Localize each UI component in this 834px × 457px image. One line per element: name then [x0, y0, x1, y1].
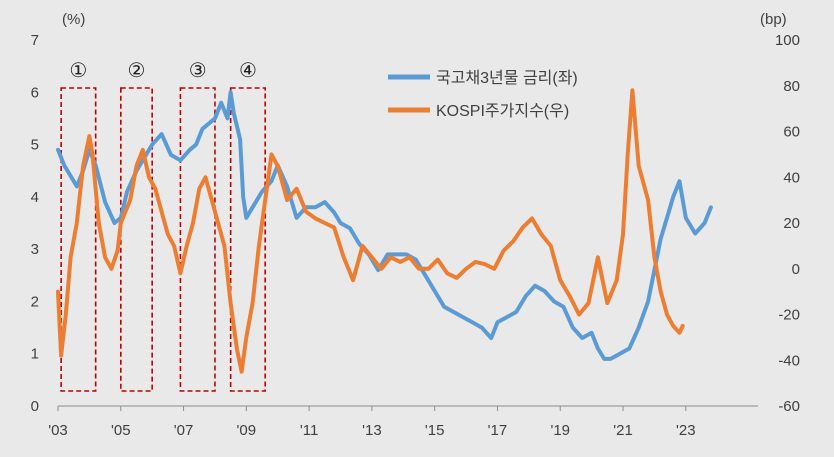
x-tick-label: '23	[676, 422, 696, 439]
annotation-box	[60, 87, 97, 392]
right-y-tick-label: -20	[778, 307, 800, 324]
series-line-rate	[56, 90, 713, 361]
legend: 국고채3년물 금리(좌) KOSPI주가지수(우)	[388, 69, 578, 120]
x-tick-label: '03	[48, 422, 68, 439]
left-y-tick-label: 6	[31, 84, 39, 101]
right-y-tick-label: 40	[783, 169, 800, 186]
x-tick-label: '05	[111, 422, 131, 439]
annotation-boxes: ① ② ③ ④	[60, 58, 266, 392]
left-y-tick-label: 2	[31, 293, 39, 310]
x-tick-label: '07	[174, 422, 194, 439]
axes-group: '03 '05 '07 '09 '11 '13 '15 '17 '19 '21 '23 0 1 2 3 4 5 6…	[31, 32, 800, 439]
x-tick-label: '21	[613, 422, 633, 439]
x-tick-label: '17	[488, 422, 508, 439]
right-y-tick-label: 0	[792, 261, 800, 278]
x-tick-label: '13	[362, 422, 382, 439]
series-line-kospi	[56, 88, 685, 374]
left-axis-unit: (%)	[62, 11, 85, 28]
right-y-tick-label: -40	[778, 352, 800, 369]
annotation-box	[229, 87, 266, 392]
right-y-tick-label: 20	[783, 215, 800, 232]
annotation-label: ③	[189, 58, 207, 82]
annotation-label: ②	[128, 58, 146, 82]
x-tick-label: '11	[300, 422, 318, 439]
annotation-label: ①	[69, 58, 87, 82]
right-axis-unit: (bp)	[760, 11, 787, 28]
left-y-tick-label: 0	[31, 398, 39, 415]
legend-label-kospi: KOSPI주가지수(우)	[436, 102, 569, 120]
annotation-label: ④	[239, 58, 257, 82]
left-y-tick-label: 3	[31, 241, 39, 258]
right-y-tick-label: 60	[783, 124, 800, 141]
x-tick-label: '19	[550, 422, 570, 439]
annotation-box	[179, 87, 216, 392]
x-tick-label: '09	[237, 422, 257, 439]
right-y-tick-label: -60	[778, 398, 800, 415]
left-y-tick-label: 5	[31, 137, 39, 154]
left-y-tick-label: 4	[31, 189, 39, 206]
right-y-tick-label: 80	[783, 78, 800, 95]
right-y-tick-label: 100	[775, 32, 800, 49]
legend-label-rate: 국고채3년물 금리(좌)	[436, 69, 578, 87]
left-y-tick-label: 1	[31, 346, 39, 363]
annotation-box	[119, 87, 153, 392]
x-tick-label: '15	[425, 422, 445, 439]
series-layer	[56, 88, 713, 374]
left-y-tick-label: 7	[31, 32, 39, 49]
